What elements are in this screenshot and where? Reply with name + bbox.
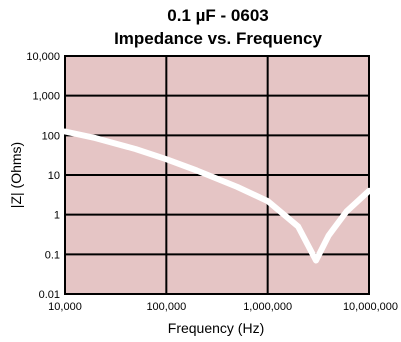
x-axis-label: Frequency (Hz)	[168, 320, 264, 336]
y-tick-label: 10	[48, 170, 60, 182]
y-tick-label: 10,000	[26, 51, 60, 63]
y-axis-label: |Z| (Ohms)	[8, 142, 24, 208]
x-tick-label: 1,000,000	[243, 301, 292, 313]
plot-frame	[64, 55, 370, 295]
x-tick-label: 10,000	[48, 301, 82, 313]
y-tick-label: 1,000	[32, 91, 60, 103]
y-tick-label: 0.1	[45, 249, 60, 261]
y-tick-label: 0.01	[39, 289, 60, 301]
y-tick-label: 100	[42, 130, 60, 142]
impedance-curve	[62, 128, 372, 264]
y-axis-ticks: 0.01 0.1 1 10 100 1,000 10,000	[26, 51, 60, 301]
x-tick-label: 10,000,000	[343, 301, 398, 313]
y-tick-label: 1	[54, 210, 60, 222]
x-tick-label: 100,000	[146, 301, 186, 313]
chart-title: 0.1 µF - 0603	[167, 6, 268, 25]
x-axis-ticks: 10,000 100,000 1,000,000 10,000,000	[48, 301, 398, 313]
chart-subtitle: Impedance vs. Frequency	[114, 29, 322, 48]
